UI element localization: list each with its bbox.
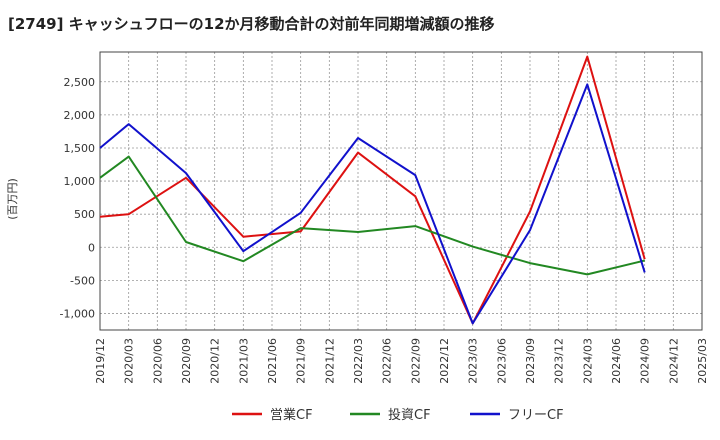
y-tick-label: 500 (74, 208, 95, 221)
x-tick-label: 2023/12 (553, 338, 566, 384)
x-tick-label: 2024/06 (610, 338, 623, 384)
x-tick-label: 2022/03 (352, 338, 365, 384)
x-tick-label: 2024/03 (581, 338, 594, 384)
x-tick-label: 2024/09 (639, 338, 652, 384)
y-tick-label: 1,500 (64, 142, 96, 155)
y-tick-label: -1,000 (60, 307, 95, 320)
legend: 営業CF 投資CF フリーCF (232, 407, 564, 423)
x-tick-label: 2020/09 (180, 338, 193, 384)
series-line-フリーCF (99, 83, 646, 325)
plot-area: 2019/12 2020/03 2020/06 2020/09 2020/12 2021/… (60, 51, 709, 384)
x-tick-label: 2024/12 (667, 338, 680, 384)
x-tick-label: 2023/09 (524, 338, 537, 384)
legend-label: 営業CF (270, 407, 313, 423)
x-tick-label: 2023/03 (467, 338, 480, 384)
x-tick-label: 2022/12 (438, 338, 451, 384)
y-tick-label: 2,500 (64, 76, 96, 89)
x-tick-label: 2022/09 (409, 338, 422, 384)
x-tick-label: 2021/09 (295, 338, 308, 384)
y-tick-label: 2,000 (64, 109, 96, 122)
plot-frame (99, 51, 703, 331)
x-tick-label: 2020/06 (151, 338, 164, 384)
x-tick-label: 2025/03 (696, 338, 709, 384)
x-tick-label: 2020/12 (209, 338, 222, 384)
x-tick-label: 2022/06 (381, 338, 394, 384)
legend-label: フリーCF (508, 408, 564, 423)
series-line-営業CF (99, 55, 646, 325)
x-tick-label: 2019/12 (94, 338, 107, 384)
x-tick-label: 2021/12 (323, 338, 336, 384)
x-tick-label: 2023/06 (495, 338, 508, 384)
series-line-投資CF (99, 155, 645, 276)
y-tick-label: 0 (88, 241, 95, 254)
legend-label: 投資CF (388, 407, 431, 423)
plot-background (100, 52, 702, 330)
chart-title: [2749] キャッシュフローの12か月移動合計の対前年同期増減額の推移 (8, 15, 495, 33)
y-tick-label: -500 (70, 274, 95, 287)
y-axis-label: (百万円) (6, 178, 19, 220)
x-tick-label: 2021/06 (266, 338, 279, 384)
x-tick-label: 2020/03 (123, 338, 136, 384)
y-tick-label: 1,000 (64, 175, 96, 188)
x-tick-label: 2021/03 (237, 338, 250, 384)
